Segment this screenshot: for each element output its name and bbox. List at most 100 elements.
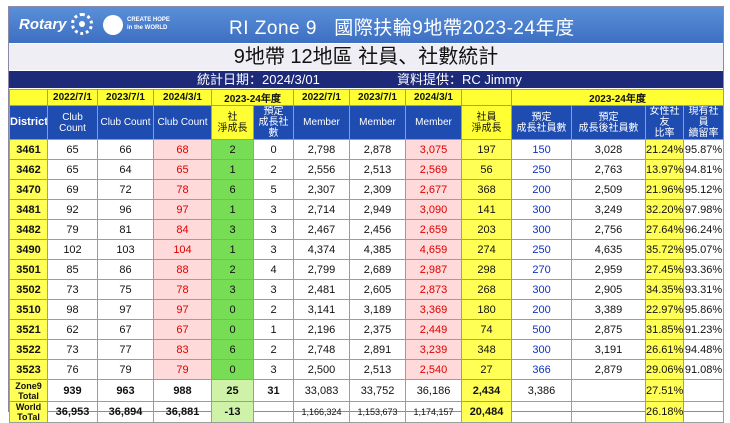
data-cell: 0 bbox=[211, 299, 254, 320]
data-cell: 300 bbox=[511, 279, 573, 300]
total-cell: 31 bbox=[252, 379, 295, 402]
total-cell bbox=[252, 401, 295, 423]
data-cell: 31.85% bbox=[645, 319, 685, 340]
title-banner: Rotary CREATE HOPE in the WORLD RI Zone 9… bbox=[9, 7, 723, 43]
data-cell: 72 bbox=[97, 179, 154, 200]
data-cell: 2,798 bbox=[293, 139, 351, 160]
column-header: Member bbox=[293, 105, 351, 140]
district-cell: 3462 bbox=[9, 159, 48, 180]
data-cell: 2 bbox=[252, 339, 295, 360]
table-row: 3521 62 67 67 0 1 2,196 2,375 2,449 74 500 2,875 31.… bbox=[9, 319, 725, 340]
total-cell: 36,894 bbox=[97, 401, 154, 423]
data-cell: 86 bbox=[97, 259, 154, 280]
data-cell: 2,449 bbox=[405, 319, 463, 340]
data-cell: 93.31% bbox=[683, 279, 725, 300]
table-row: 3462 65 64 65 1 2 2,556 2,513 2,569 56 250 2,763 13.… bbox=[9, 159, 725, 180]
total-cell bbox=[571, 379, 647, 402]
data-cell: 3,191 bbox=[571, 339, 647, 360]
data-provider: 資料提供：RC Jimmy bbox=[397, 72, 522, 87]
data-cell: 1 bbox=[211, 199, 254, 220]
data-cell: 3 bbox=[252, 359, 295, 380]
data-cell: 3 bbox=[252, 219, 295, 240]
data-cell: 2,659 bbox=[405, 219, 463, 240]
data-cell: 21.96% bbox=[645, 179, 685, 200]
data-cell: 79 bbox=[153, 359, 212, 380]
data-cell: 2,513 bbox=[349, 159, 407, 180]
data-cell: 180 bbox=[461, 299, 513, 320]
column-header: 預定 成長社數 bbox=[252, 105, 295, 140]
data-cell: 270 bbox=[511, 259, 573, 280]
table-row: 3501 85 86 88 2 4 2,799 2,689 2,987 298 270 2,959 27… bbox=[9, 259, 725, 280]
data-cell: 268 bbox=[461, 279, 513, 300]
total-cell: 36,881 bbox=[153, 401, 212, 423]
header-date-cell bbox=[9, 89, 48, 106]
data-cell: 1 bbox=[211, 159, 254, 180]
data-cell: 1 bbox=[252, 319, 295, 340]
data-cell: 3 bbox=[252, 239, 295, 260]
total-cell: 36,186 bbox=[405, 379, 463, 402]
data-cell: 0 bbox=[211, 319, 254, 340]
district-cell: 3502 bbox=[9, 279, 48, 300]
data-cell: 92 bbox=[47, 199, 98, 220]
zone-total-label: Zone9 Total bbox=[9, 379, 48, 402]
data-cell: 104 bbox=[153, 239, 212, 260]
data-cell: 348 bbox=[461, 339, 513, 360]
column-header: 社員 淨成長 bbox=[461, 105, 513, 140]
data-cell: 2,875 bbox=[571, 319, 647, 340]
header-date-cell: 2024/3/1 bbox=[153, 89, 212, 106]
data-cell: 65 bbox=[47, 159, 98, 180]
rotary-wheel-icon bbox=[71, 13, 93, 35]
data-cell: 141 bbox=[461, 199, 513, 220]
data-cell: 2,677 bbox=[405, 179, 463, 200]
data-cell: 97.98% bbox=[683, 199, 725, 220]
data-cell: 1 bbox=[211, 239, 254, 260]
data-cell: 67 bbox=[153, 319, 212, 340]
header-date-cell: 2022/7/1 bbox=[293, 89, 351, 106]
data-cell: 64 bbox=[97, 159, 154, 180]
data-cell: 91.23% bbox=[683, 319, 725, 340]
district-cell: 3470 bbox=[9, 179, 48, 200]
data-cell: 3,028 bbox=[571, 139, 647, 160]
data-cell: 2,748 bbox=[293, 339, 351, 360]
data-cell: 4,635 bbox=[571, 239, 647, 260]
data-cell: 74 bbox=[461, 319, 513, 340]
data-cell: 2,509 bbox=[571, 179, 647, 200]
data-cell: 97 bbox=[153, 299, 212, 320]
data-cell: 95.12% bbox=[683, 179, 725, 200]
total-cell: 1,166,324 bbox=[293, 401, 351, 423]
data-cell: 0 bbox=[211, 359, 254, 380]
header-date-cell bbox=[461, 89, 513, 106]
column-header: 現有社員 續留率 bbox=[683, 105, 725, 140]
banner-title: RI Zone 9 國際扶輪9地帶2023-24年度 bbox=[229, 18, 575, 39]
total-cell: -13 bbox=[211, 401, 254, 423]
data-cell: 79 bbox=[47, 219, 98, 240]
data-cell: 62 bbox=[47, 319, 98, 340]
data-cell: 2,307 bbox=[293, 179, 351, 200]
data-cell: 2 bbox=[211, 259, 254, 280]
data-cell: 83 bbox=[153, 339, 212, 360]
total-cell: 988 bbox=[153, 379, 212, 402]
data-cell: 4,659 bbox=[405, 239, 463, 260]
data-cell: 5 bbox=[252, 179, 295, 200]
data-cell: 95.86% bbox=[683, 299, 725, 320]
data-cell: 300 bbox=[511, 199, 573, 220]
data-cell: 84 bbox=[153, 219, 212, 240]
data-cell: 96 bbox=[97, 199, 154, 220]
data-cell: 2,959 bbox=[571, 259, 647, 280]
data-cell: 197 bbox=[461, 139, 513, 160]
district-cell: 3521 bbox=[9, 319, 48, 340]
data-cell: 65 bbox=[153, 159, 212, 180]
data-cell: 3,239 bbox=[405, 339, 463, 360]
data-cell: 2,689 bbox=[349, 259, 407, 280]
data-cell: 2,873 bbox=[405, 279, 463, 300]
data-cell: 32.20% bbox=[645, 199, 685, 220]
data-cell: 27.45% bbox=[645, 259, 685, 280]
world-total-label: World ToTal bbox=[9, 401, 48, 423]
data-cell: 56 bbox=[461, 159, 513, 180]
table-row: 3490 102 103 104 1 3 4,374 4,385 4,659 274 250 4,63… bbox=[9, 239, 725, 260]
data-cell: 4,385 bbox=[349, 239, 407, 260]
data-cell: 6 bbox=[211, 179, 254, 200]
data-cell: 103 bbox=[97, 239, 154, 260]
data-cell: 4,374 bbox=[293, 239, 351, 260]
district-cell: 3501 bbox=[9, 259, 48, 280]
